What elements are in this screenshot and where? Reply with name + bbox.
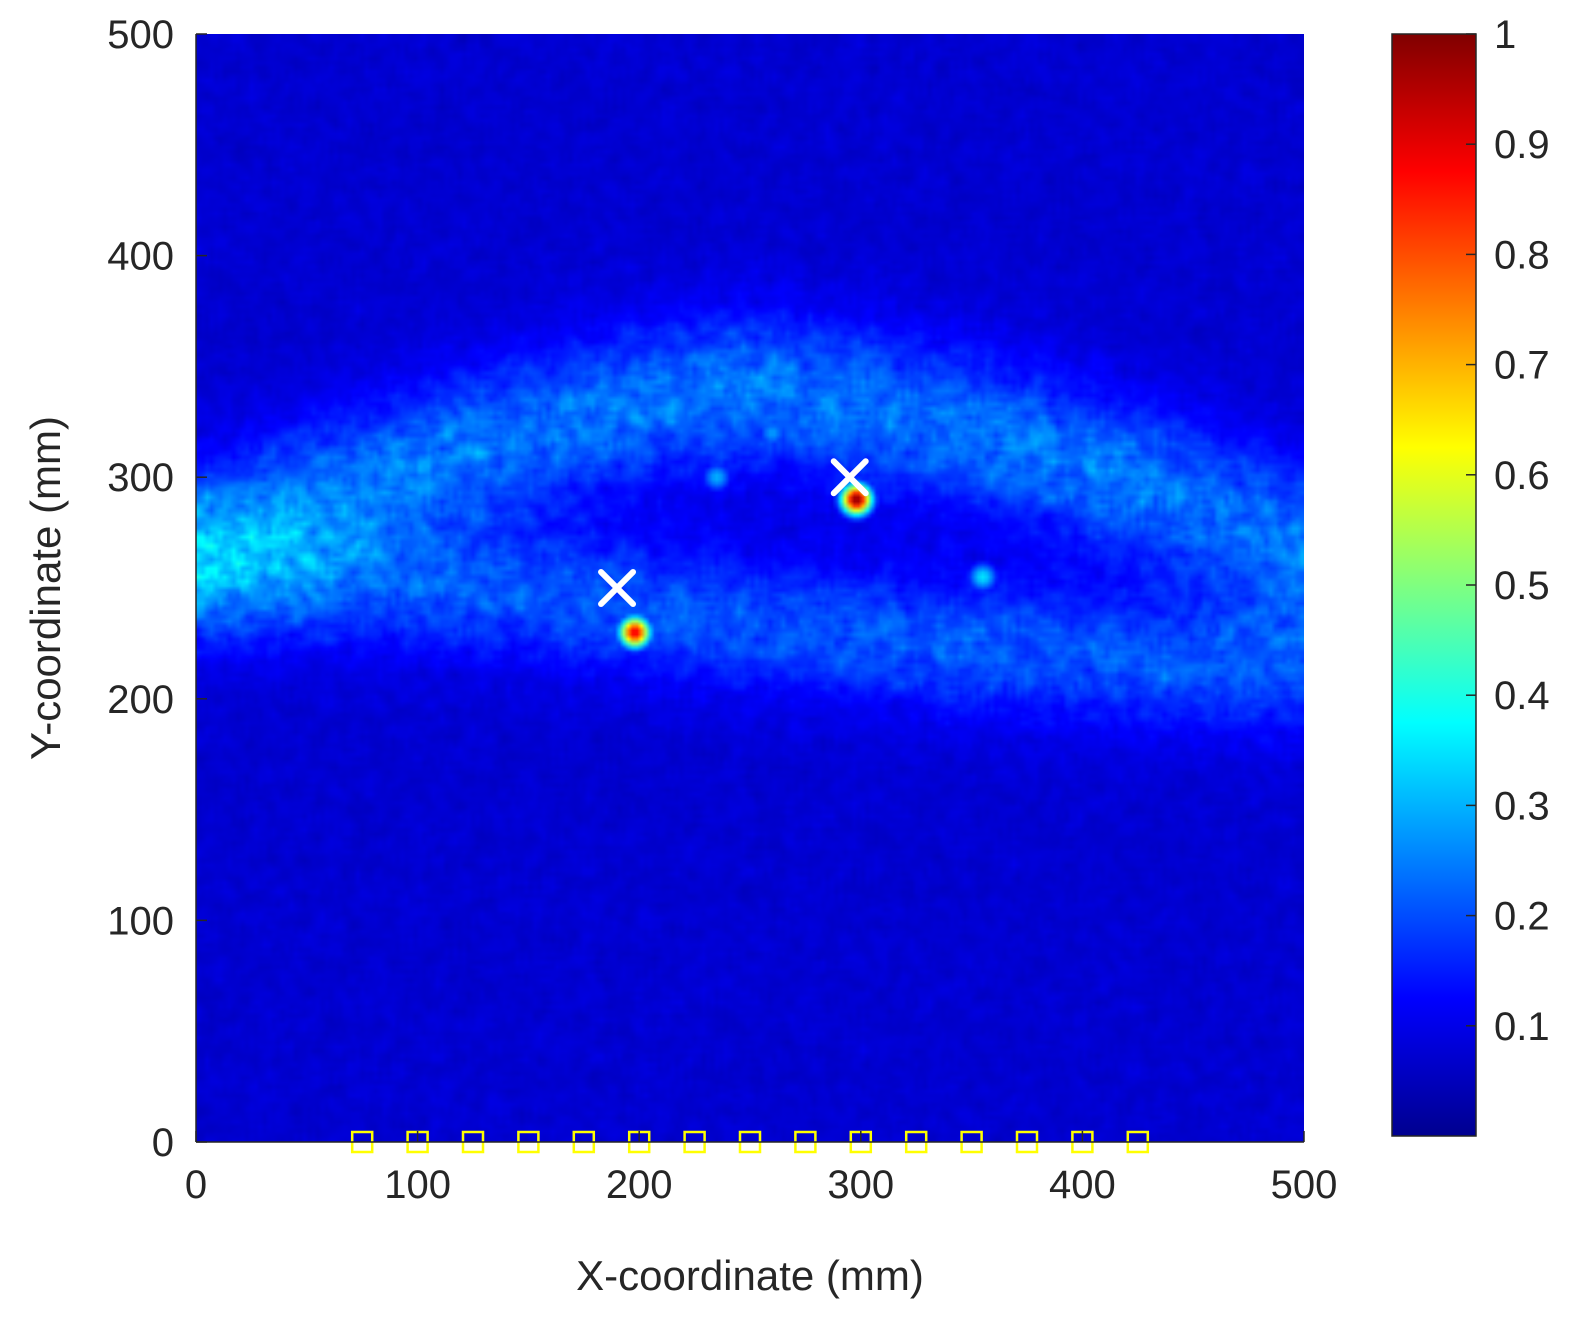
colorbar-tick-label: 0.2	[1494, 895, 1550, 939]
x-tick-label: 200	[606, 1163, 673, 1207]
colorbar-ticks: 0.1 0.2 0.3 0.4 0.5 0.6 0.7 0.8 0.9 1	[1466, 13, 1550, 1049]
colorbar-tick-label: 1	[1494, 13, 1516, 57]
x-tick-label: 400	[1049, 1163, 1116, 1207]
y-tick-label: 0	[152, 1121, 174, 1165]
colorbar-tick-label: 0.4	[1494, 674, 1550, 718]
colorbar: 0.1 0.2 0.3 0.4 0.5 0.6 0.7 0.8 0.9 1	[1391, 13, 1550, 1137]
heatmap	[196, 34, 1304, 1142]
colorbar-tick-label: 0.3	[1494, 784, 1550, 828]
y-axis: 0 100 200 300 400 500	[107, 13, 207, 1165]
colorbar-tick-label: 0.7	[1494, 344, 1550, 388]
y-tick-label: 400	[107, 235, 174, 279]
x-tick-label: 100	[384, 1163, 451, 1207]
y-axis-label: Y-coordinate (mm)	[22, 416, 69, 760]
heatmap-image	[196, 34, 1304, 1142]
y-tick-label: 300	[107, 456, 174, 500]
y-tick-label: 100	[107, 899, 174, 943]
y-tick-label: 200	[107, 678, 174, 722]
x-tick-label: 500	[1271, 1163, 1338, 1207]
true-position-marker	[830, 458, 869, 497]
y-tick-label: 500	[107, 13, 174, 57]
colorbar-tick-label: 0.8	[1494, 233, 1550, 277]
x-axis-label: X-coordinate (mm)	[576, 1252, 924, 1299]
colorbar-tick-label: 0.6	[1494, 454, 1550, 498]
colorbar-tick-label: 0.5	[1494, 564, 1550, 608]
true-position-markers	[598, 458, 869, 607]
colorbar-tick-label: 0.9	[1494, 123, 1550, 167]
x-axis: 0 100 200 300 400 500	[185, 1131, 1338, 1207]
x-tick-label: 0	[185, 1163, 207, 1207]
colorbar-gradient	[1391, 33, 1477, 1137]
x-tick-label: 300	[827, 1163, 894, 1207]
true-position-marker	[598, 569, 637, 607]
colorbar-tick-label: 0.1	[1494, 1005, 1550, 1049]
